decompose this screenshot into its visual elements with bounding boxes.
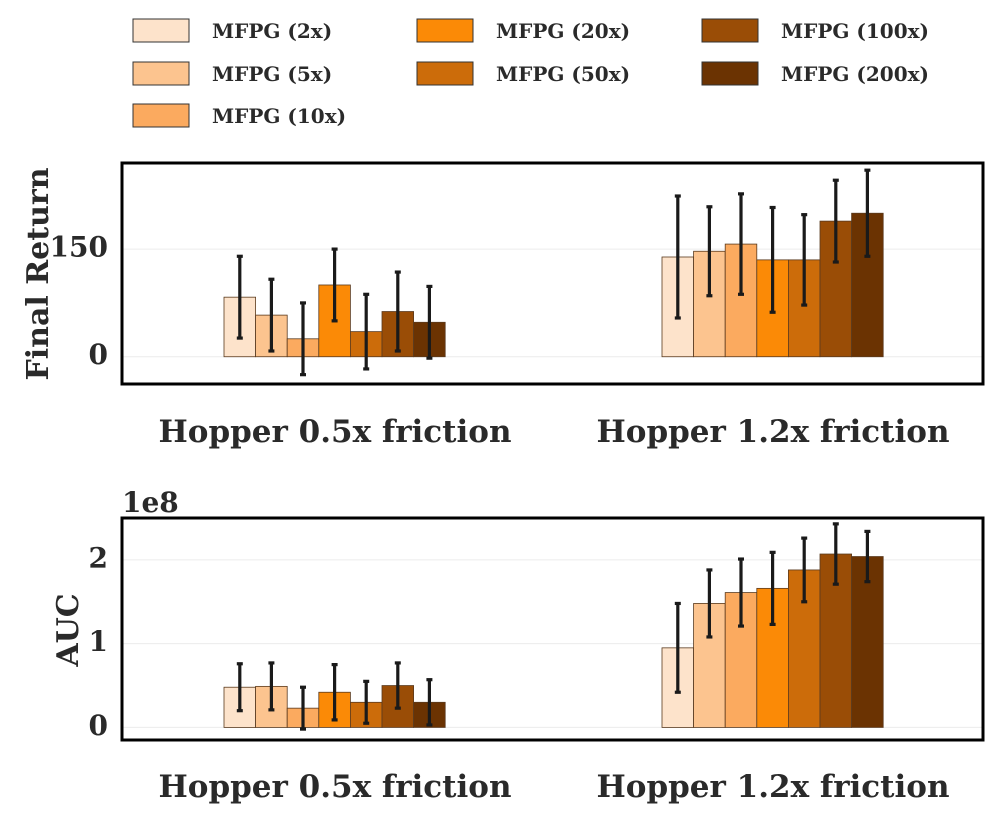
y-axis-label: Final Return bbox=[21, 167, 56, 380]
y-tick-label: 0 bbox=[89, 338, 108, 371]
legend-swatch bbox=[132, 61, 190, 86]
legend-label: MFPG (50x) bbox=[496, 62, 630, 86]
legend-label: MFPG (20x) bbox=[496, 19, 630, 43]
legend-label: MFPG (100x) bbox=[781, 19, 929, 43]
legend-label: MFPG (10x) bbox=[212, 104, 346, 128]
legend-swatch bbox=[416, 18, 474, 43]
auc-panel: 0 1 2 1e8 AUC Hopper 0.5x friction Hopper … bbox=[51, 486, 985, 805]
legend: MFPG (2x) MFPG (5x) MFPG (10x) MFPG (20x) MF… bbox=[132, 18, 929, 128]
plot-frame bbox=[120, 161, 985, 386]
x-category-label: Hopper 1.2x friction bbox=[596, 414, 949, 450]
legend-label: MFPG (200x) bbox=[781, 62, 929, 86]
x-category-label: Hopper 1.2x friction bbox=[596, 769, 949, 805]
x-category-label: Hopper 0.5x friction bbox=[158, 414, 511, 450]
bar bbox=[851, 556, 884, 728]
legend-swatch bbox=[701, 18, 759, 43]
final-return-panel: 0 150 Final Return Hopper 0.5x friction H… bbox=[21, 161, 985, 450]
y-axis-label: AUC bbox=[51, 593, 86, 667]
legend-swatch bbox=[132, 18, 190, 43]
y-tick-label: 150 bbox=[50, 231, 108, 264]
legend-swatch bbox=[416, 61, 474, 86]
plot-frame bbox=[120, 516, 985, 742]
legend-label: MFPG (2x) bbox=[212, 19, 332, 43]
x-category-label: Hopper 0.5x friction bbox=[158, 769, 511, 805]
legend-swatch bbox=[701, 61, 759, 86]
legend-swatch bbox=[132, 103, 190, 128]
y-tick-label: 1 bbox=[89, 625, 108, 658]
y-tick-label: 0 bbox=[89, 709, 108, 742]
axis-multiplier-label: 1e8 bbox=[122, 486, 179, 519]
legend-label: MFPG (5x) bbox=[212, 62, 332, 86]
y-tick-label: 2 bbox=[89, 541, 108, 574]
